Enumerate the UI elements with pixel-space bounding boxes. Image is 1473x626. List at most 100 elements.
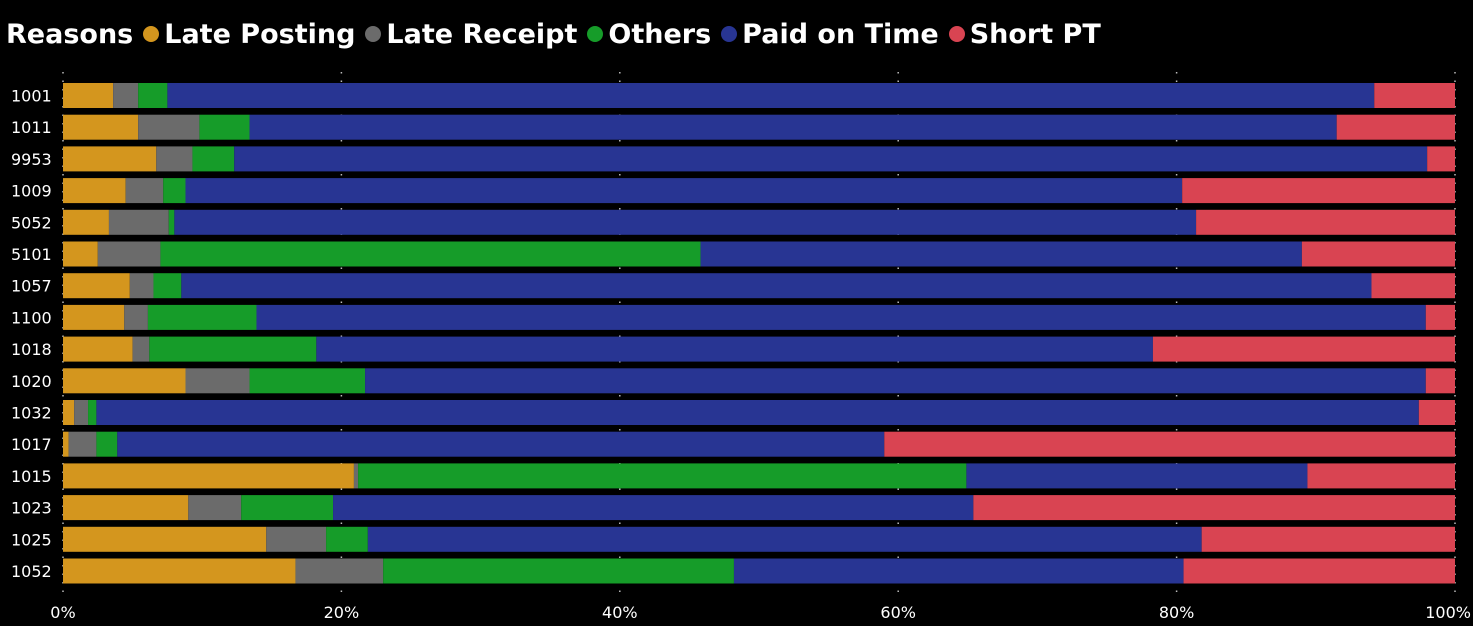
bar-1020-late-receipt [185, 368, 250, 394]
legend-item-4[interactable]: Short PT [948, 18, 1101, 50]
y-tick-label-1018: 1018 [11, 340, 52, 359]
y-tick-label-1020: 1020 [11, 372, 52, 391]
legend-label-3: Paid on Time [742, 18, 939, 50]
legend-dot-3 [721, 26, 738, 42]
bar-5101-late-receipt [97, 241, 161, 267]
bar-1023-paid-on-time [333, 495, 974, 521]
bar-1001-others [138, 83, 168, 108]
bar-5052-paid-on-time [174, 209, 1197, 235]
bar-1057-short-pt [1371, 273, 1455, 299]
bar-1057-late-posting [63, 273, 130, 299]
legend-dot-1 [365, 26, 382, 42]
bar-9953-short-pt [1427, 146, 1455, 172]
bar-1001-paid-on-time [167, 83, 1375, 108]
legend-label-4: Short PT [969, 18, 1101, 50]
bar-1100-short-pt [1425, 304, 1455, 330]
bar-1020-paid-on-time [365, 368, 1426, 394]
bar-1100-others [147, 304, 257, 330]
legend-item-3[interactable]: Paid on Time [721, 19, 939, 50]
legend-item-1[interactable]: Late Receipt [365, 19, 577, 50]
bar-5052-late-posting [63, 209, 109, 235]
y-tick-label-5101: 5101 [11, 245, 52, 264]
bar-1100-late-posting [63, 304, 125, 330]
bar-1018-paid-on-time [316, 336, 1153, 362]
bar-1011-late-posting [63, 114, 139, 140]
bar-1017-paid-on-time [117, 431, 885, 457]
bar-9953-late-receipt [156, 146, 193, 172]
bar-9953-others [192, 146, 235, 172]
y-tick-label-1001: 1001 [11, 87, 52, 106]
bar-1011-short-pt [1336, 114, 1455, 140]
bar-1009-late-receipt [125, 178, 164, 204]
bar-5101-others [160, 241, 701, 267]
bar-1052-short-pt [1183, 558, 1455, 584]
legend-dot-2 [587, 26, 604, 42]
bar-5101-paid-on-time [700, 241, 1302, 267]
legend-dot-4 [948, 26, 965, 42]
bar-1017-late-receipt [68, 431, 97, 457]
y-tick-label-5052: 5052 [11, 213, 52, 232]
bar-1100-paid-on-time [256, 304, 1426, 330]
bar-5052-short-pt [1196, 209, 1455, 235]
y-tick-label-1017: 1017 [11, 435, 52, 454]
x-tick-label-1: 20% [324, 603, 360, 622]
bar-1015-late-receipt [353, 463, 359, 489]
y-tick-label-1032: 1032 [11, 404, 52, 423]
legend-label-2: Others [608, 18, 712, 50]
y-tick-label-1025: 1025 [11, 530, 52, 549]
bar-1020-late-posting [63, 368, 186, 394]
legend-title: Reasons [6, 18, 134, 50]
bar-1032-others [88, 400, 97, 425]
y-tick-label-1015: 1015 [11, 467, 52, 486]
bar-1009-short-pt [1182, 178, 1455, 204]
bar-1009-paid-on-time [185, 178, 1183, 204]
x-tick-label-4: 80% [1159, 603, 1195, 622]
bar-1015-short-pt [1307, 463, 1455, 489]
y-tick-label-9953: 9953 [11, 150, 52, 169]
bar-1018-late-receipt [132, 336, 150, 362]
bar-1020-short-pt [1425, 368, 1455, 394]
bar-1020-others [249, 368, 366, 394]
bar-1032-late-posting [63, 400, 75, 425]
bar-1052-late-receipt [295, 558, 384, 584]
bar-1001-late-posting [63, 83, 114, 108]
bar-1017-late-posting [63, 431, 69, 457]
bar-1009-late-posting [63, 178, 126, 204]
bar-5101-short-pt [1301, 241, 1455, 267]
bar-1015-others [358, 463, 967, 489]
bar-1018-others [149, 336, 317, 362]
bar-1018-late-posting [63, 336, 133, 362]
x-tick-label-5: 100% [1425, 603, 1471, 622]
bar-1017-others [96, 431, 118, 457]
chart-legend: Reasons Late Posting Late Receipt Others Pa… [6, 14, 1111, 54]
bar-9953-paid-on-time [234, 146, 1428, 172]
y-tick-label-1052: 1052 [11, 562, 52, 581]
bar-1023-late-receipt [188, 495, 242, 521]
bar-1015-paid-on-time [966, 463, 1308, 489]
bar-1017-short-pt [884, 431, 1455, 457]
bar-1025-others [326, 526, 368, 552]
bar-1052-paid-on-time [733, 558, 1184, 584]
bar-1057-others [153, 273, 182, 299]
legend-label-1: Late Receipt [386, 18, 578, 50]
x-tick-label-3: 60% [880, 603, 916, 622]
legend-item-2[interactable]: Others [587, 19, 711, 50]
bar-1011-paid-on-time [249, 114, 1337, 140]
legend-label-0: Late Posting [164, 18, 356, 50]
x-tick-label-0: 0% [50, 603, 75, 622]
bar-1018-short-pt [1152, 336, 1455, 362]
bar-1011-others [199, 114, 250, 140]
bar-1057-paid-on-time [181, 273, 1372, 299]
y-tick-label-1023: 1023 [11, 499, 52, 518]
bar-1011-late-receipt [138, 114, 200, 140]
bar-1009-others [163, 178, 186, 204]
bar-1032-paid-on-time [96, 400, 1419, 425]
y-tick-label-1100: 1100 [11, 308, 52, 327]
bar-1100-late-receipt [124, 304, 148, 330]
bar-9953-late-posting [63, 146, 157, 172]
bar-1023-short-pt [973, 495, 1455, 521]
legend-item-0[interactable]: Late Posting [143, 19, 355, 50]
bar-1001-short-pt [1374, 83, 1455, 108]
y-tick-label-1011: 1011 [11, 118, 52, 137]
